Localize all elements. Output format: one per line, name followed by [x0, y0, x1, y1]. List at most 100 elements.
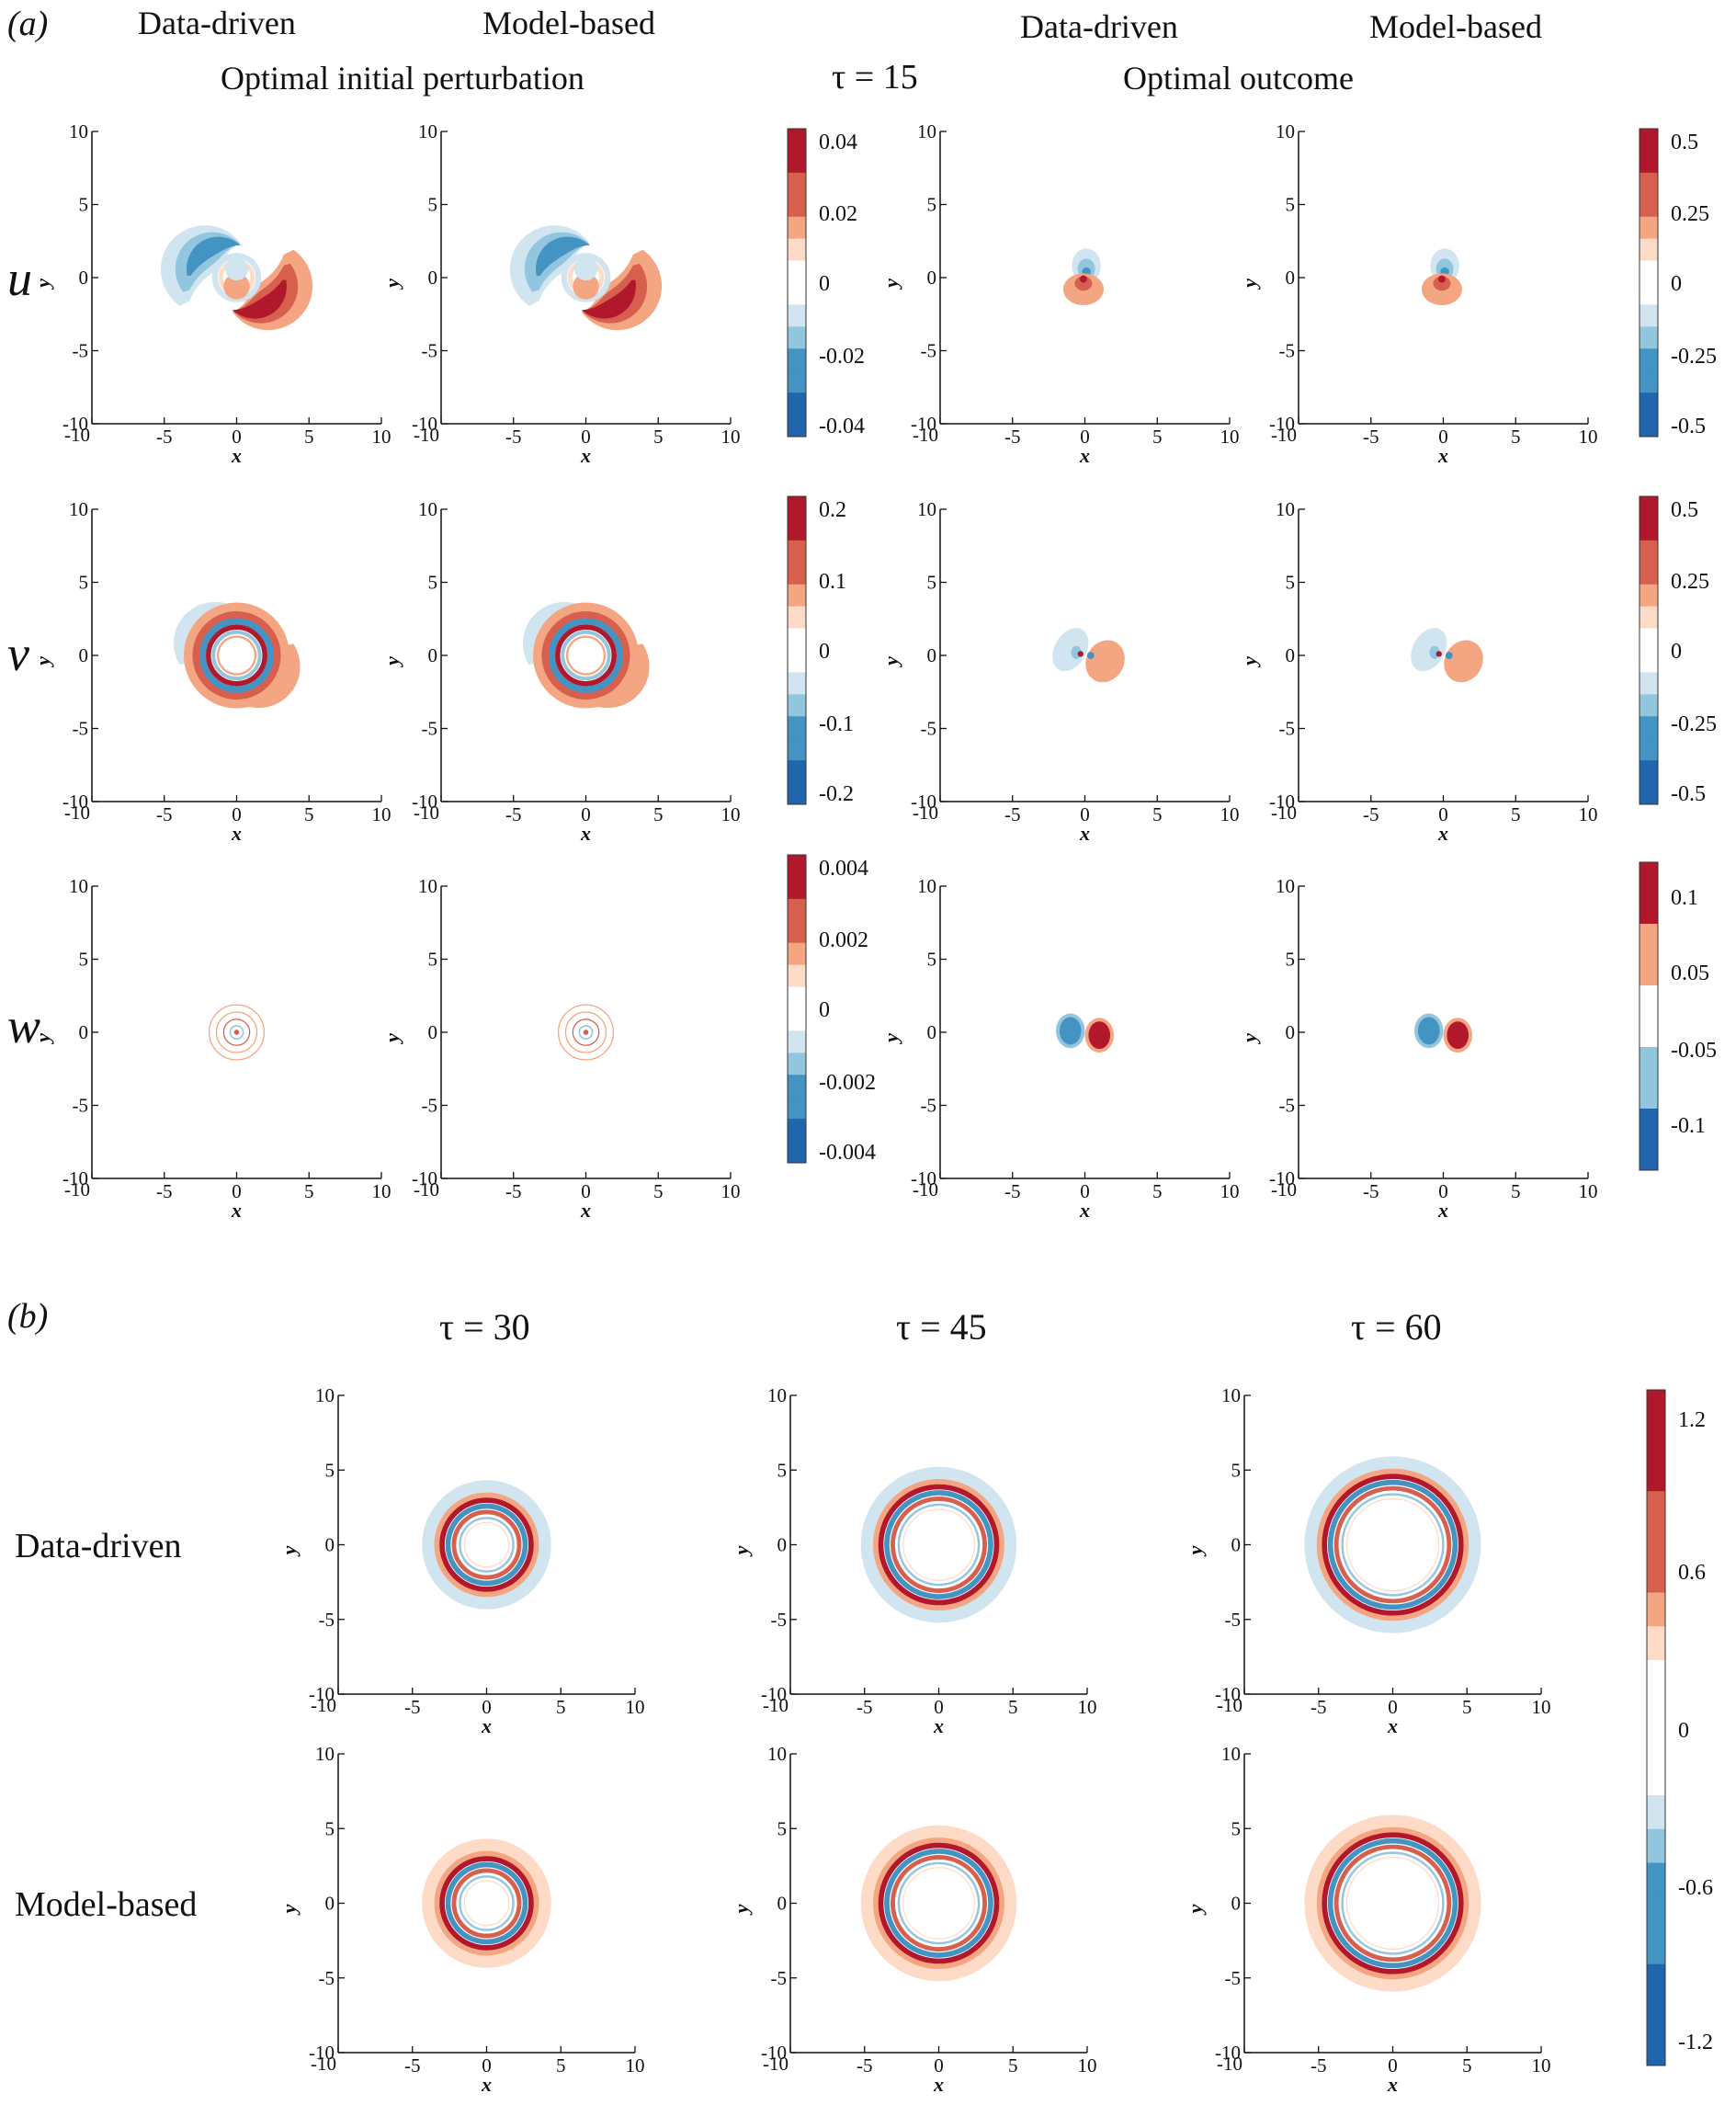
y-tick-label: 5 [777, 1817, 788, 1839]
colorbar-segment [1640, 496, 1658, 519]
colorbar-segment [788, 782, 806, 805]
b-ring [884, 1849, 993, 1958]
colorbar-label: -0.5 [1671, 415, 1706, 438]
x-tick-label: 10 [721, 803, 741, 825]
colorbar-segment [1640, 924, 1658, 955]
y-tick-label: 0 [1286, 1021, 1296, 1043]
v-ring [211, 630, 262, 681]
x-axis-label: x [1079, 822, 1090, 845]
x-tick-label: 5 [556, 2054, 566, 2077]
y-tick-label: -10 [1269, 791, 1295, 813]
x-tick-label: 0 [934, 1696, 944, 1718]
x-axis-label: x [231, 822, 242, 845]
y-tick-label: 0 [79, 1021, 89, 1043]
y-tick-label: 10 [315, 1743, 335, 1765]
b-ring [878, 1842, 1000, 1964]
plot-v-initial-0 [91, 508, 382, 802]
b-ring [884, 1490, 993, 1599]
b-ring [873, 1838, 1004, 1969]
colorbar-label: 0.002 [819, 928, 868, 952]
v-outcome-core [1435, 651, 1442, 657]
plot-w-outcome-3 [1298, 885, 1589, 1179]
y-tick-label: 5 [79, 572, 89, 594]
y-tick-label: 0 [428, 1021, 438, 1043]
x-tick-label: -5 [1004, 426, 1021, 448]
y-tick-label: -10 [309, 2042, 335, 2064]
colorbar-segment [1647, 1930, 1665, 1965]
x-tick-label: -5 [156, 1180, 173, 1202]
y-tick-label: -5 [1279, 1095, 1296, 1117]
header-model-based-1: Model-based [482, 5, 655, 41]
x-tick-label-min: -10 [1271, 424, 1297, 446]
plot-u-outcome-3 [1298, 131, 1589, 425]
x-tick-label: 5 [1462, 1696, 1472, 1718]
x-tick-label: 5 [556, 1696, 566, 1718]
colorbar-segment [788, 370, 806, 393]
x-tick-label: 10 [1579, 803, 1598, 825]
x-tick-label: -5 [505, 1180, 522, 1202]
y-tick-label: -10 [412, 791, 437, 813]
y-tick-label: -5 [422, 1095, 438, 1117]
colorbar-segment [1640, 672, 1658, 695]
w-ring [215, 1011, 258, 1053]
header-tau-30: τ = 30 [439, 1306, 530, 1348]
x-tick-label: -5 [1363, 803, 1379, 825]
b-ring [1333, 1485, 1452, 1604]
x-tick-label: 10 [1220, 426, 1240, 448]
colorbar-segment [788, 628, 806, 651]
y-tick-label: -5 [1279, 340, 1296, 362]
colorbar-segment [788, 716, 806, 739]
x-tick-label: -5 [156, 803, 173, 825]
b-ring [1345, 1497, 1440, 1592]
colorbar-segment [1647, 1423, 1665, 1458]
colorbar-segment [1647, 2031, 1665, 2066]
colorbar-label: 0.04 [819, 131, 857, 154]
y-tick-label: -10 [1269, 1167, 1295, 1189]
colorbar-label: -0.004 [819, 1141, 876, 1165]
x-axis-label: x [1437, 444, 1448, 467]
x-axis-label: x [1079, 1199, 1090, 1222]
b-outer-ring [422, 1838, 551, 1968]
v-blue-arm [522, 601, 608, 666]
plot-v-outcome-3 [1298, 508, 1589, 802]
x-axis-label: x [933, 1714, 944, 1737]
colorbar-segment [1640, 760, 1658, 783]
colorbar-segment [788, 415, 806, 438]
colorbar-segment [1647, 1491, 1665, 1526]
x-tick-label: 5 [1511, 426, 1521, 448]
plot-u-initial-1 [440, 131, 732, 425]
header-optimal-initial: Optimal initial perturbation [221, 60, 584, 97]
x-tick-label: 5 [304, 1180, 314, 1202]
x-tick-label: 5 [653, 1180, 664, 1202]
u-core-blob [223, 273, 250, 300]
colorbar-frame [787, 854, 807, 1164]
x-axis-label: x [1387, 1714, 1398, 1737]
y-tick-label: 10 [418, 875, 437, 897]
colorbar-segment [1640, 862, 1658, 893]
u-blue-arm-mid [175, 232, 252, 292]
x-axis-label: x [231, 444, 242, 467]
x-tick-label: 0 [1080, 803, 1090, 825]
b-ring [463, 1880, 510, 1927]
y-tick-label: -10 [62, 1167, 88, 1189]
b-ring [897, 1861, 981, 1945]
y-tick-label: 10 [418, 120, 437, 142]
header-data-driven-1: Data-driven [138, 5, 296, 41]
y-tick-label: -10 [911, 413, 936, 435]
v-ring [199, 618, 275, 693]
x-axis-label: x [933, 2073, 944, 2096]
colorbar-label: -0.6 [1678, 1876, 1713, 1900]
colorbar-segment [788, 920, 806, 944]
x-tick-label: 0 [1388, 1696, 1398, 1718]
y-tick-label: 0 [927, 1021, 937, 1043]
y-tick-label: -5 [73, 1095, 89, 1117]
colorbar-v-initial [787, 495, 807, 805]
u-red-arm-core [222, 279, 287, 319]
y-tick-label: -10 [1269, 413, 1295, 435]
x-tick-label-min: -10 [913, 424, 938, 446]
x-tick-label: -5 [1363, 426, 1379, 448]
colorbar-segment [1647, 1997, 1665, 2032]
colorbar-w-initial [787, 854, 807, 1164]
x-tick-label: 10 [626, 2054, 645, 2077]
header-data-driven-2: Data-driven [1020, 8, 1178, 45]
